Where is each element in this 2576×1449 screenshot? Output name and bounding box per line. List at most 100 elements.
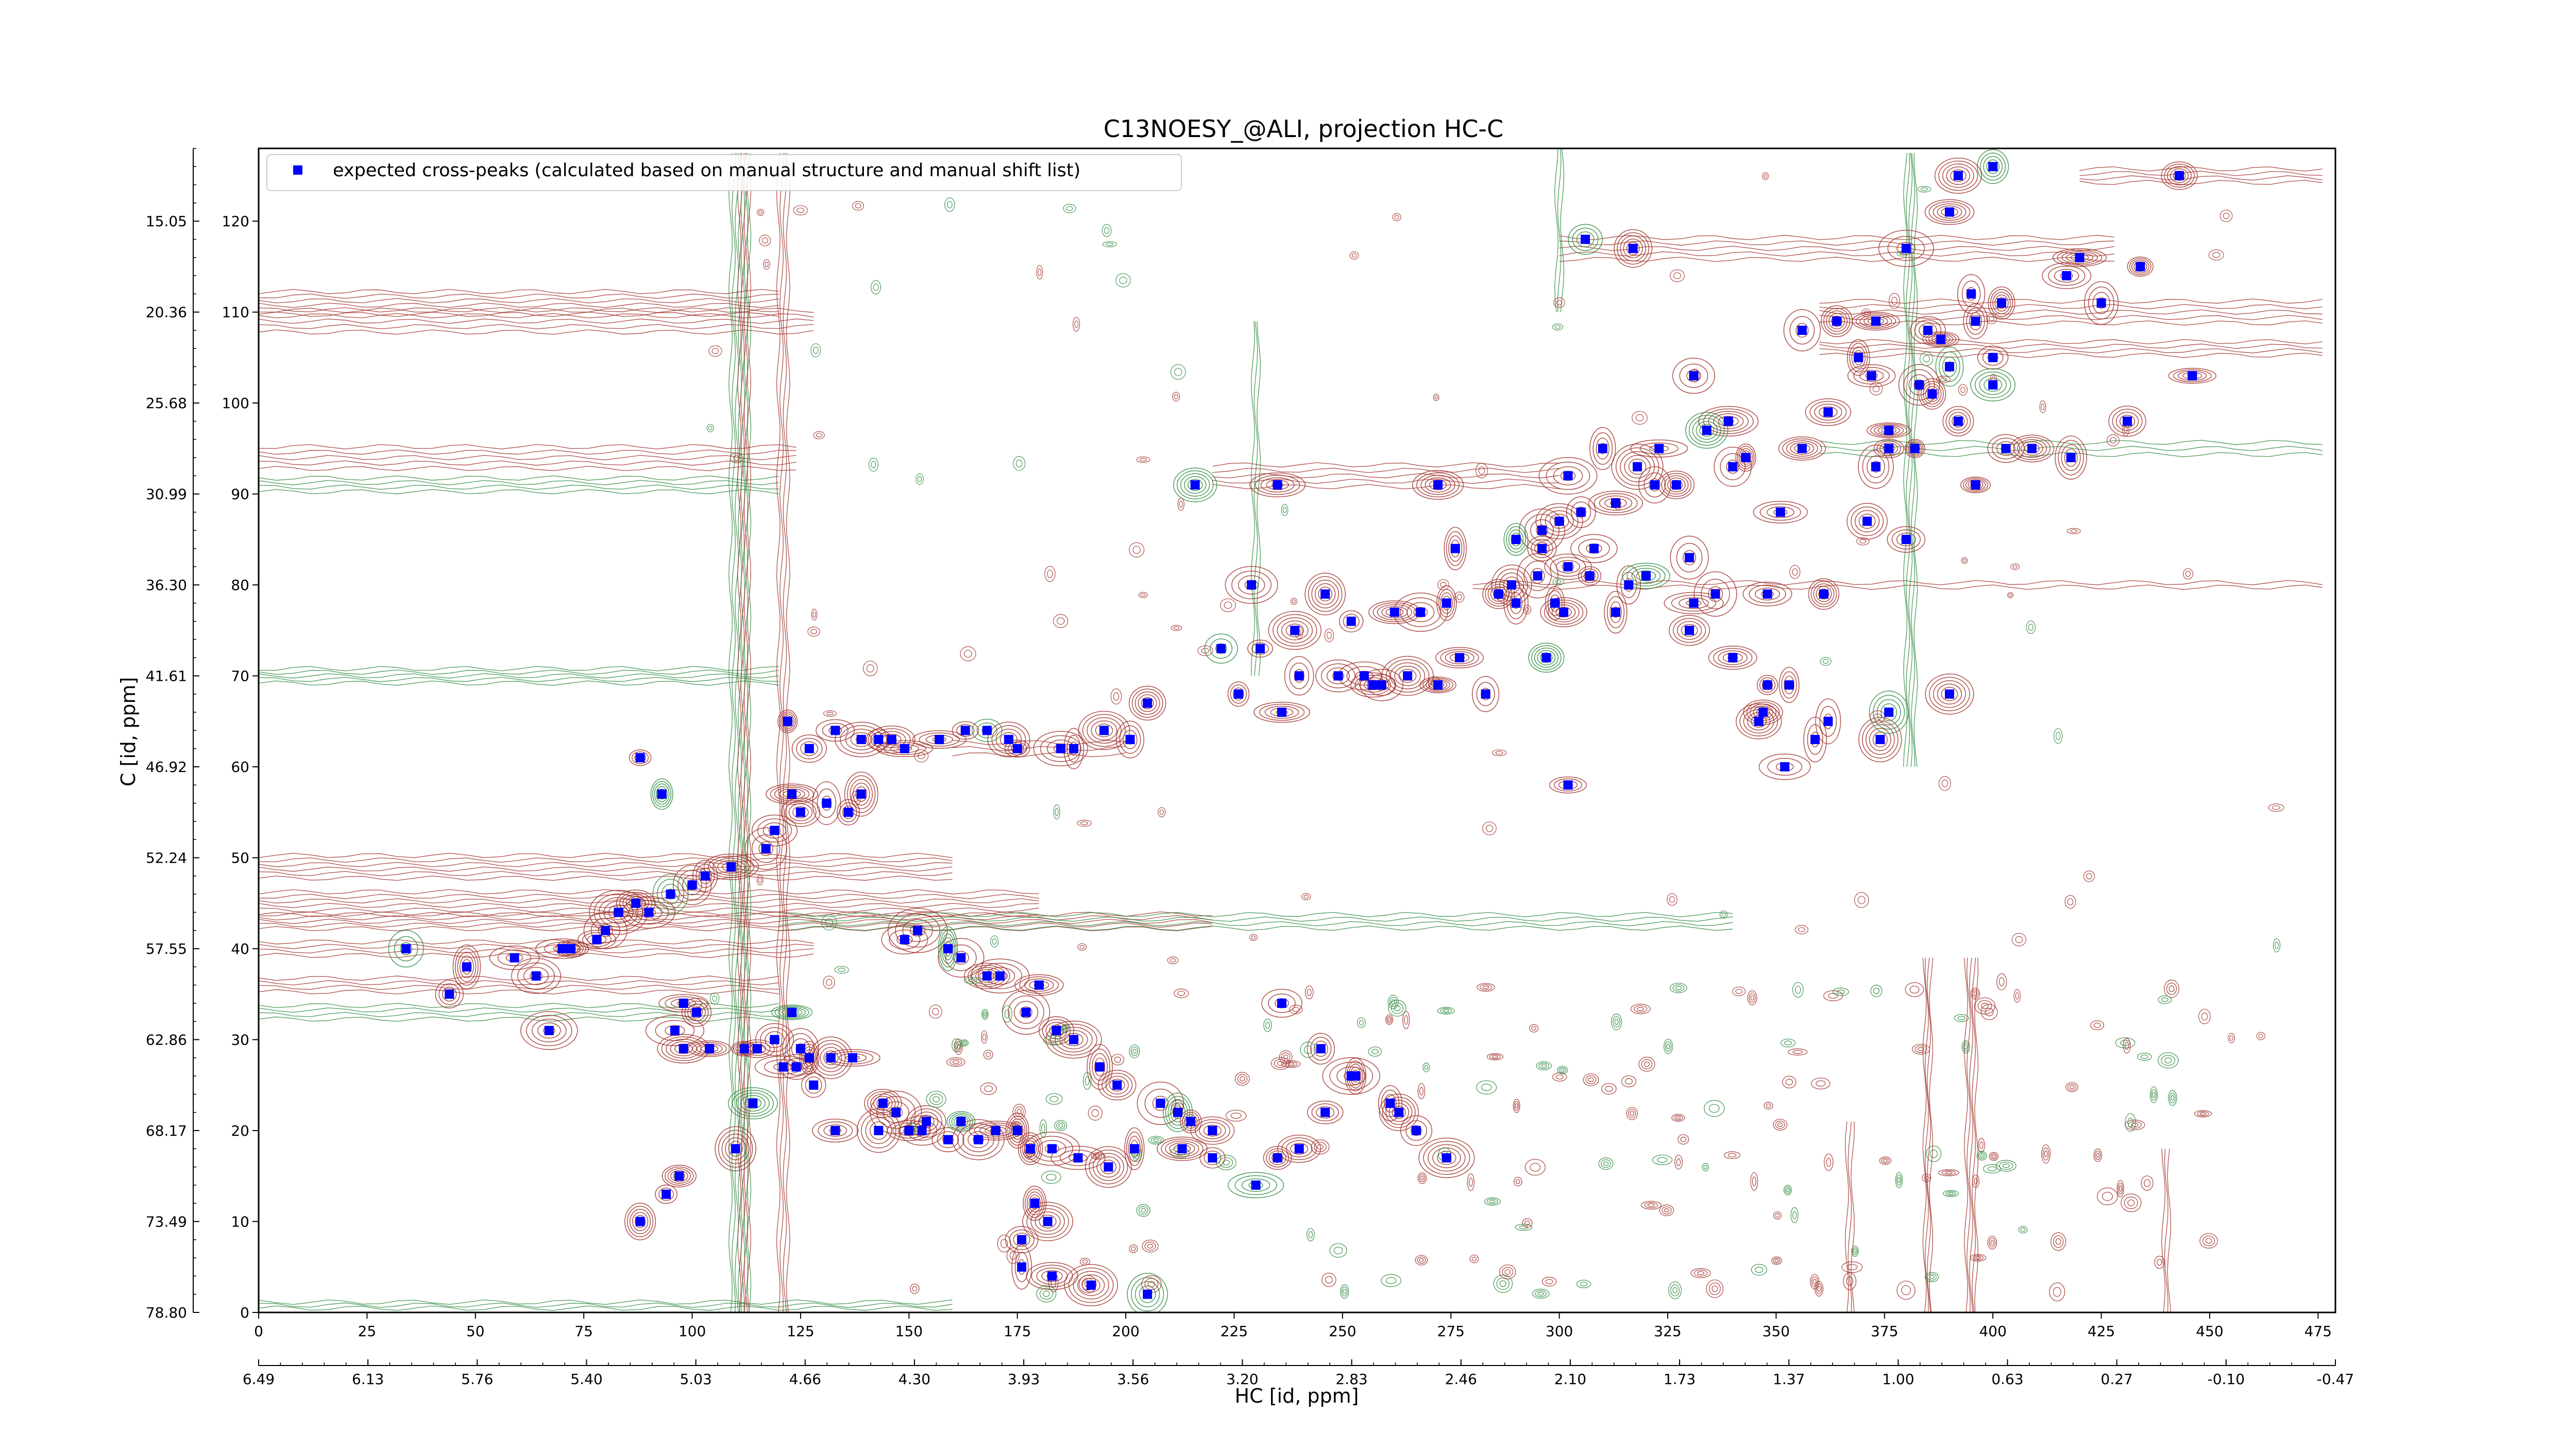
contour-ring — [1980, 153, 2006, 181]
contour-ring — [1487, 584, 1510, 604]
contour-ring — [946, 1057, 965, 1067]
contour-ring — [1318, 586, 1332, 602]
contour-ring — [1708, 1282, 1721, 1295]
cross-peak-marker — [1901, 244, 1911, 254]
contour-ring — [1979, 1154, 1984, 1158]
contour-ring — [1150, 1137, 1162, 1143]
cross-peak-marker — [1550, 598, 1560, 608]
contour-ring — [1321, 1272, 1336, 1287]
contour-band — [1819, 304, 2323, 310]
contour-ring — [1456, 594, 1462, 600]
contour-ring — [1177, 470, 1214, 500]
cross-peak-marker — [1442, 598, 1451, 608]
contour-ring — [1057, 617, 1065, 625]
contour-ring — [1000, 1239, 1008, 1249]
contour-ring — [1603, 1161, 1609, 1166]
cross-peak-marker — [1581, 234, 1590, 244]
contour-ring — [1987, 1166, 1997, 1171]
contour-ring — [1896, 532, 1916, 547]
contour-ring — [807, 627, 820, 637]
contour-ring — [1782, 1075, 1797, 1089]
contour-ring — [1637, 1007, 1645, 1011]
contour-ring — [977, 963, 1023, 989]
contour-ring — [1974, 997, 1996, 1015]
cross-peak-marker — [809, 1080, 819, 1090]
cross-peak-marker — [1533, 571, 1543, 581]
cross-peak-marker — [1537, 526, 1547, 535]
contour-ring — [1307, 1033, 1335, 1065]
contour-ring — [1050, 1145, 1106, 1170]
cross-peak-marker — [739, 1044, 749, 1054]
contour-ring — [1621, 1075, 1637, 1088]
contour-ring — [1958, 384, 1968, 396]
cross-peak-marker — [1797, 326, 1807, 335]
contour-ring — [2164, 1057, 2172, 1064]
contour-band — [1819, 298, 2323, 304]
contour-ring — [1014, 1106, 1024, 1118]
contour-ring — [1234, 1175, 1277, 1195]
contour-band — [1966, 957, 1971, 1312]
contour-ring — [1249, 473, 1306, 497]
contour-ring — [1277, 617, 1313, 644]
contour-ring — [442, 987, 457, 1002]
contour-ring — [1036, 1285, 1057, 1303]
contour-ring — [1440, 649, 1479, 667]
contour-ring — [1486, 1199, 1498, 1205]
contour-ring — [1437, 1151, 1456, 1165]
cross-peak-marker — [2136, 262, 2145, 272]
x-ppm-tick-label: 6.49 — [243, 1371, 275, 1388]
cross-peak-marker — [1494, 589, 1503, 599]
contour-ring — [1990, 289, 2013, 317]
cross-peak-marker — [1723, 416, 1733, 426]
contour-ring — [1368, 1046, 1382, 1057]
contour-ring — [1750, 1172, 1758, 1191]
contour-ring — [1873, 713, 1882, 720]
contour-ring — [2129, 258, 2151, 275]
contour-ring — [1394, 665, 1421, 686]
contour-ring — [1385, 1014, 1394, 1025]
cross-peak-marker — [1034, 980, 1044, 990]
contour-ring — [1785, 1186, 1791, 1194]
contour-ring — [917, 476, 922, 482]
contour-ring — [1923, 355, 1930, 363]
cross-peak-marker — [956, 1117, 966, 1126]
contour-ring — [1778, 436, 1826, 461]
contour-ring — [1011, 1244, 1032, 1290]
contour-ring — [2086, 873, 2092, 880]
cross-peak-marker — [1589, 544, 1599, 553]
contour-ring — [1307, 988, 1312, 996]
contour-ring — [1126, 1132, 1143, 1166]
contour-ring — [1974, 372, 2011, 398]
cross-peak-marker — [787, 789, 797, 799]
contour-ring — [1068, 1267, 1114, 1303]
contour-ring — [1790, 1207, 1799, 1223]
contour-ring — [2058, 440, 2084, 476]
contour-ring — [1467, 1173, 1475, 1191]
contour-band — [1963, 957, 1969, 1312]
contour-ring — [2168, 367, 2217, 384]
contour-ring — [1039, 1119, 1047, 1138]
contour-ring — [1260, 477, 1295, 493]
contour-ring — [2097, 1187, 2118, 1205]
contour-ring — [1324, 628, 1334, 643]
contour-ring — [764, 1059, 803, 1075]
contour-ring — [1091, 720, 1117, 740]
contour-ring — [1718, 416, 1739, 427]
contour-band — [259, 298, 779, 304]
contour-ring — [2194, 1110, 2212, 1118]
contour-ring — [2012, 565, 2018, 569]
contour-ring — [1752, 1176, 1756, 1187]
contour-ring — [1551, 604, 1576, 620]
contour-ring — [1270, 1057, 1290, 1070]
contour-ring — [2161, 161, 2198, 190]
contour-ring — [1954, 1014, 1969, 1022]
contour-ring — [2054, 268, 2079, 283]
contour-ring — [1571, 501, 1591, 523]
legend[interactable]: expected cross-peaks (calculated based o… — [266, 154, 1182, 191]
cross-peak-marker — [1216, 644, 1226, 653]
contour-ring — [1433, 393, 1439, 401]
contour-ring — [1026, 1191, 1043, 1216]
contour-ring — [1670, 1284, 1680, 1296]
contour-ring — [1972, 989, 1979, 998]
contour-ring — [1874, 425, 1904, 436]
